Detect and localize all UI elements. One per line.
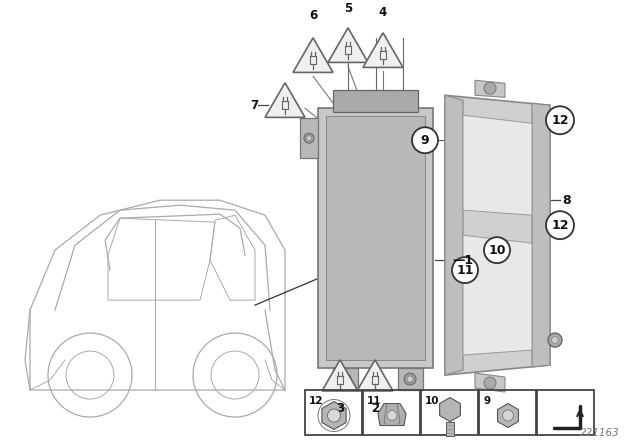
Polygon shape [463,115,532,215]
Polygon shape [463,235,532,355]
Polygon shape [318,108,433,368]
Polygon shape [326,116,425,360]
Polygon shape [333,90,418,112]
Polygon shape [445,95,463,375]
Text: 9: 9 [420,134,429,147]
Text: 12: 12 [309,396,323,406]
Polygon shape [322,360,358,391]
Circle shape [546,211,574,239]
Circle shape [484,237,510,263]
Circle shape [339,373,351,385]
Circle shape [404,373,416,385]
Circle shape [484,82,496,94]
Circle shape [546,106,574,134]
Circle shape [304,133,314,143]
Circle shape [548,333,562,347]
Polygon shape [333,368,358,390]
Text: 9: 9 [483,396,490,406]
Polygon shape [300,118,318,158]
Text: 10: 10 [425,396,440,406]
Circle shape [328,409,340,422]
Polygon shape [398,368,423,390]
Circle shape [412,127,438,153]
Polygon shape [363,33,403,67]
Text: 3: 3 [336,401,344,414]
Circle shape [502,410,513,421]
Text: 10: 10 [488,244,506,257]
Text: 4: 4 [379,6,387,19]
Text: 221163: 221163 [580,428,620,438]
Text: 11: 11 [456,263,474,276]
Circle shape [552,336,559,344]
Text: —1: —1 [452,254,473,267]
Circle shape [307,136,312,141]
Text: 12: 12 [551,114,569,127]
Text: 7: 7 [250,99,258,112]
Polygon shape [265,83,305,117]
Text: 8: 8 [562,194,571,207]
Circle shape [407,376,413,382]
Polygon shape [445,95,550,375]
Circle shape [548,118,562,132]
Text: 2: 2 [371,401,379,414]
Circle shape [552,122,559,129]
Polygon shape [532,103,550,367]
Polygon shape [293,38,333,73]
FancyBboxPatch shape [446,422,454,435]
Polygon shape [475,80,505,97]
Text: 5: 5 [344,2,352,15]
Polygon shape [475,373,505,392]
Circle shape [387,410,397,421]
Polygon shape [328,28,368,62]
Text: 11: 11 [367,396,381,406]
Text: 12: 12 [551,219,569,232]
Circle shape [342,376,348,382]
Polygon shape [357,360,393,391]
Circle shape [484,377,496,389]
Circle shape [452,257,478,283]
Polygon shape [378,404,406,426]
Text: 6: 6 [309,9,317,22]
